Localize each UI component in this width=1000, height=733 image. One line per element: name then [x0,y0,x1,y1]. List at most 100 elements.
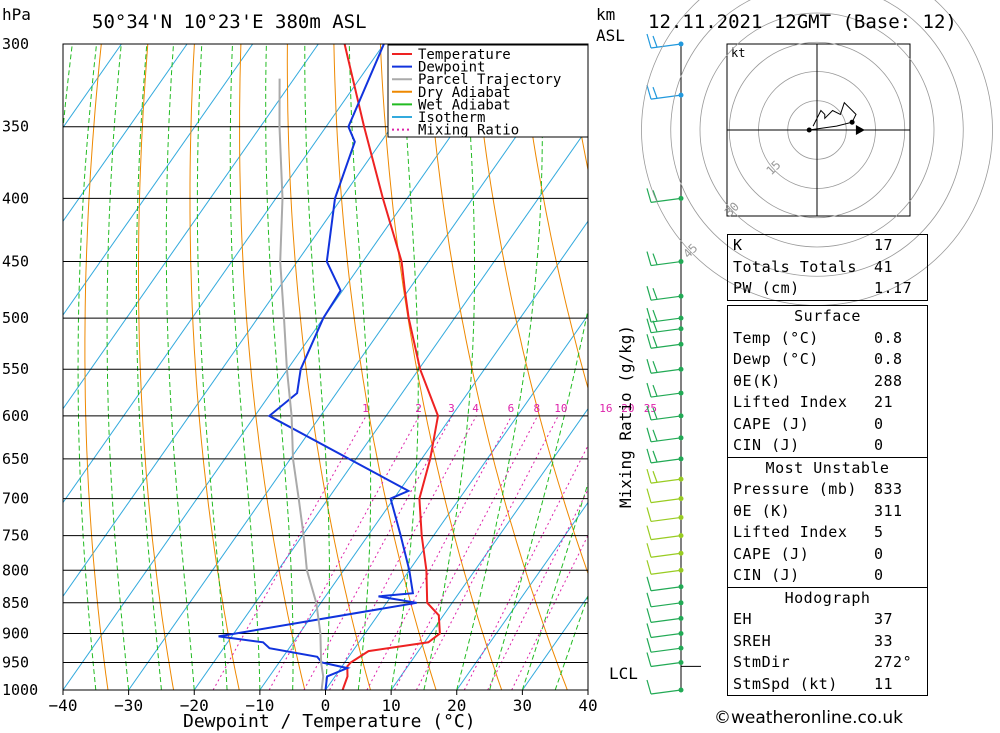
mixing-ratio-tick-label: 10 [554,402,567,415]
pressure-tick-label: 450 [2,253,29,271]
wind-barb [646,623,684,639]
mixing-ratio-tick-label: 20 [621,402,634,415]
most-unstable-label: Lifted Index [733,523,848,541]
dry-adiabat-line [138,44,175,690]
mixing-ratio-tick-label: 6 [508,402,515,415]
most-unstable-title: Most Unstable [728,456,927,480]
pressure-tick-label: 900 [2,624,29,642]
pressure-tick-label: 600 [2,407,29,425]
surface-row: Dewp (°C) 0.8 [728,349,927,371]
wind-barb [646,560,684,575]
surface-row: CIN (J) 0 [728,435,927,457]
wind-barb [646,188,684,203]
mixing-ratio-tick-label: 3 [448,402,455,415]
pressure-tick-label: 550 [2,360,29,378]
mixing-ratio-line [487,488,588,690]
surface-label: Lifted Index [733,393,848,411]
hodograph-value: 272° [874,653,913,671]
legend-label: Temperature [418,47,511,63]
dry-adiabat-line [84,44,109,690]
series-line-dewpoint [218,44,417,690]
most-unstable-label: CAPE (J) [733,544,810,563]
pressure-tick-label: 950 [2,653,29,671]
x-tick-label: 10 [381,696,400,715]
hodograph-ring [699,12,935,248]
legend-label: Parcel Trajectory [418,72,561,88]
wind-barb [646,468,684,484]
wet-adiabat-line [165,44,195,690]
surface-value: 0 [874,436,884,454]
legend-label: Mixing Ratio [418,123,519,139]
surface-label: Dewp (°C) [733,350,819,368]
pressure-tick-label: 750 [2,527,29,545]
surface-value: 288 [874,371,903,390]
pressure-tick-label: 400 [2,189,29,207]
most-unstable-row: CAPE (J) 0 [728,544,927,566]
hodograph-label: SREH [733,631,772,650]
wind-barb [646,33,684,49]
isotherm-line [63,44,516,690]
mixing-ratio-tick-label: 8 [534,402,541,415]
wet-adiabat-line [106,44,130,690]
surface-value: 0.8 [874,328,903,347]
index-row: PW (cm) 1.17 [728,278,927,300]
location-title: 50°34'N 10°23'E 380m ASL [92,11,367,33]
isotherm-line [390,407,588,690]
wind-barb [646,488,684,504]
most-unstable-label: θE (K) [733,501,791,520]
wet-adiabat-line [196,44,228,690]
hodograph-title: Hodograph [728,586,927,610]
mixing-ratio-line [463,444,588,690]
wind-barb [646,359,684,374]
credit-text: ©weatheronline.co.uk [714,708,904,728]
isotherm-line [259,220,588,690]
wind-barb [646,608,684,623]
x-tick-label: 0 [321,696,331,715]
most-unstable-label: Pressure (mb) [733,480,857,498]
wind-barb [646,382,684,398]
dry-adiabat-line [472,44,588,575]
most-unstable-value: 833 [874,480,903,498]
most-unstable-row: Lifted Index 5 [728,522,927,544]
hodograph-label: EH [733,610,753,628]
wet-adiabat-line [456,44,543,690]
dry-adiabat-line [519,44,588,390]
wind-barb [646,405,684,421]
surface-label: θE(K) [733,371,781,390]
pressure-tick-label: 300 [2,35,29,53]
hodograph-value: 11 [874,674,894,693]
hodograph-row: StmSpd (kt) 11 [728,674,927,696]
dry-adiabat-line [189,44,240,690]
mixing-ratio-tick-label: 1 [362,402,369,415]
wind-barb [646,543,684,558]
mixing-ratio-tick-label: 25 [644,402,657,415]
isotherm-line [63,44,254,316]
wet-adiabat-line [77,44,97,690]
series-line-parcel-trajectory [278,78,325,690]
x-tick-label: −20 [180,696,209,715]
surface-label: CAPE (J) [733,414,810,433]
hodograph-dot [849,119,855,125]
isotherm-line [456,501,588,690]
index-label: K [733,236,743,254]
index-value: 41 [874,257,894,276]
wet-adiabat-line [423,44,475,690]
pressure-tick-label: 350 [2,118,29,136]
most-unstable-label: CIN (J) [733,566,800,584]
isotherm-line [63,44,319,410]
index-label: Totals Totals [733,257,857,276]
wind-barb [646,427,684,443]
wet-adiabat-line [229,44,261,690]
hodograph-row: EH 37 [728,609,927,631]
x-tick-label: 40 [578,696,597,715]
wet-adiabat-line [63,44,73,690]
hodograph-unit: kt [731,46,745,60]
pressure-tick-label: 700 [2,490,29,508]
index-value: 1.17 [874,279,913,297]
hodograph-row: SREH 33 [728,631,927,653]
wind-barb [646,286,684,301]
isotherm-line [63,44,385,504]
surface-row: Temp (°C) 0.8 [728,328,927,350]
wet-adiabat-line [304,44,330,690]
most-unstable-row: Pressure (mb) 833 [728,479,927,501]
